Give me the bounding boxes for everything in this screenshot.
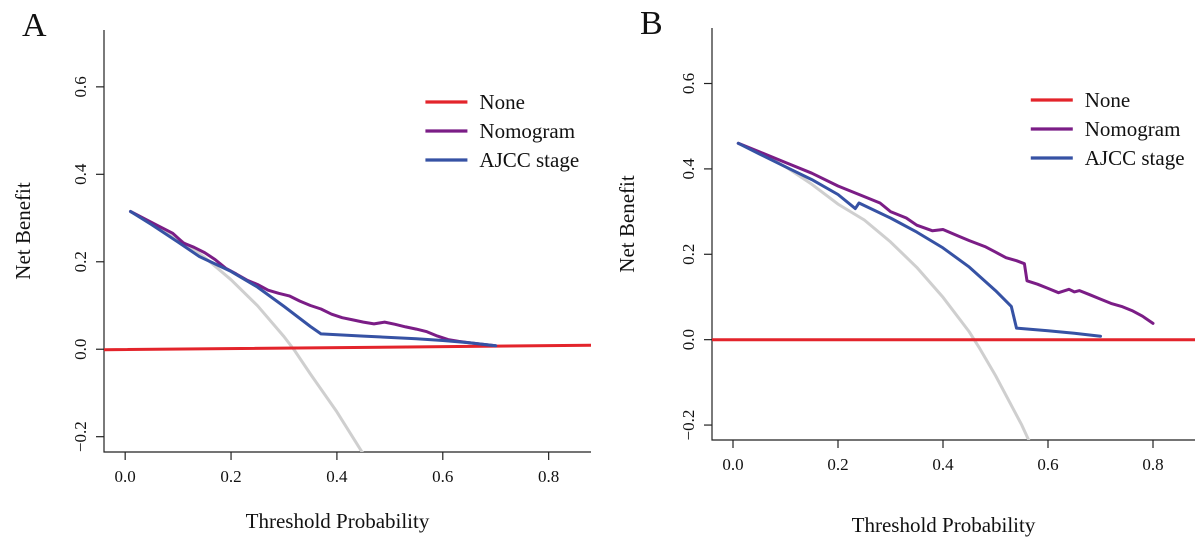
- chart-panel-a: A 0.0 0.2 0.4 0.6 0.8 −0.2 0.0 0.2 0.4 0.6 Threshol…: [11, 7, 591, 533]
- y-tick-label: −0.2: [71, 421, 90, 452]
- x-tick-label: 0.4: [932, 455, 954, 474]
- x-tick-label: 0.0: [115, 467, 136, 486]
- x-tick-label: 0.6: [432, 467, 453, 486]
- y-tick-label: 0.4: [679, 158, 698, 180]
- series-line-none: [104, 343, 591, 352]
- series-line-ajcc-stage: [736, 141, 1102, 338]
- y-tick-label: −0.2: [679, 410, 698, 441]
- y-axis-title: Net Benefit: [11, 182, 35, 280]
- y-tick-label: 0.0: [71, 339, 90, 360]
- panel-letter: B: [640, 5, 663, 42]
- chart-panel-b: B 0.0 0.2 0.4 0.6 0.8 −0.2 0.0 0.2 0.4 0.6 Threshol…: [615, 5, 1195, 537]
- x-tick-label: 0.0: [722, 455, 743, 474]
- legend-label: None: [1085, 88, 1131, 112]
- y-tick-label: 0.0: [679, 329, 698, 350]
- x-tick-label: 0.8: [538, 467, 559, 486]
- y-axis-title: Net Benefit: [615, 175, 639, 273]
- x-tick-label: 0.6: [1037, 455, 1058, 474]
- y-tick-label: 0.6: [679, 73, 698, 94]
- legend-label: AJCC stage: [479, 148, 579, 172]
- y-tick-label: 0.6: [71, 76, 90, 97]
- legend-label: AJCC stage: [1085, 146, 1185, 170]
- y-tick-label: 0.4: [71, 163, 90, 185]
- series-line-nomogram: [736, 141, 1155, 325]
- x-axis-title: Threshold Probability: [852, 513, 1036, 537]
- legend-label: None: [479, 90, 525, 114]
- treat-all-line: [736, 141, 1031, 440]
- y-tick-label: 0.2: [71, 251, 90, 272]
- x-axis-title: Threshold Probability: [246, 509, 430, 533]
- panel-letter: A: [22, 7, 47, 44]
- x-tick-label: 0.2: [220, 467, 241, 486]
- series-line-nomogram: [129, 210, 498, 348]
- y-tick-label: 0.2: [679, 244, 698, 265]
- legend-label: Nomogram: [479, 119, 575, 143]
- x-tick-label: 0.4: [326, 467, 348, 486]
- treat-all-line: [129, 210, 364, 452]
- axis-frame: [103, 30, 591, 453]
- axis-frame: [711, 28, 1195, 441]
- series-line-ajcc-stage: [129, 210, 498, 348]
- legend-label: Nomogram: [1085, 117, 1181, 141]
- x-tick-label: 0.8: [1142, 455, 1163, 474]
- x-tick-label: 0.2: [827, 455, 848, 474]
